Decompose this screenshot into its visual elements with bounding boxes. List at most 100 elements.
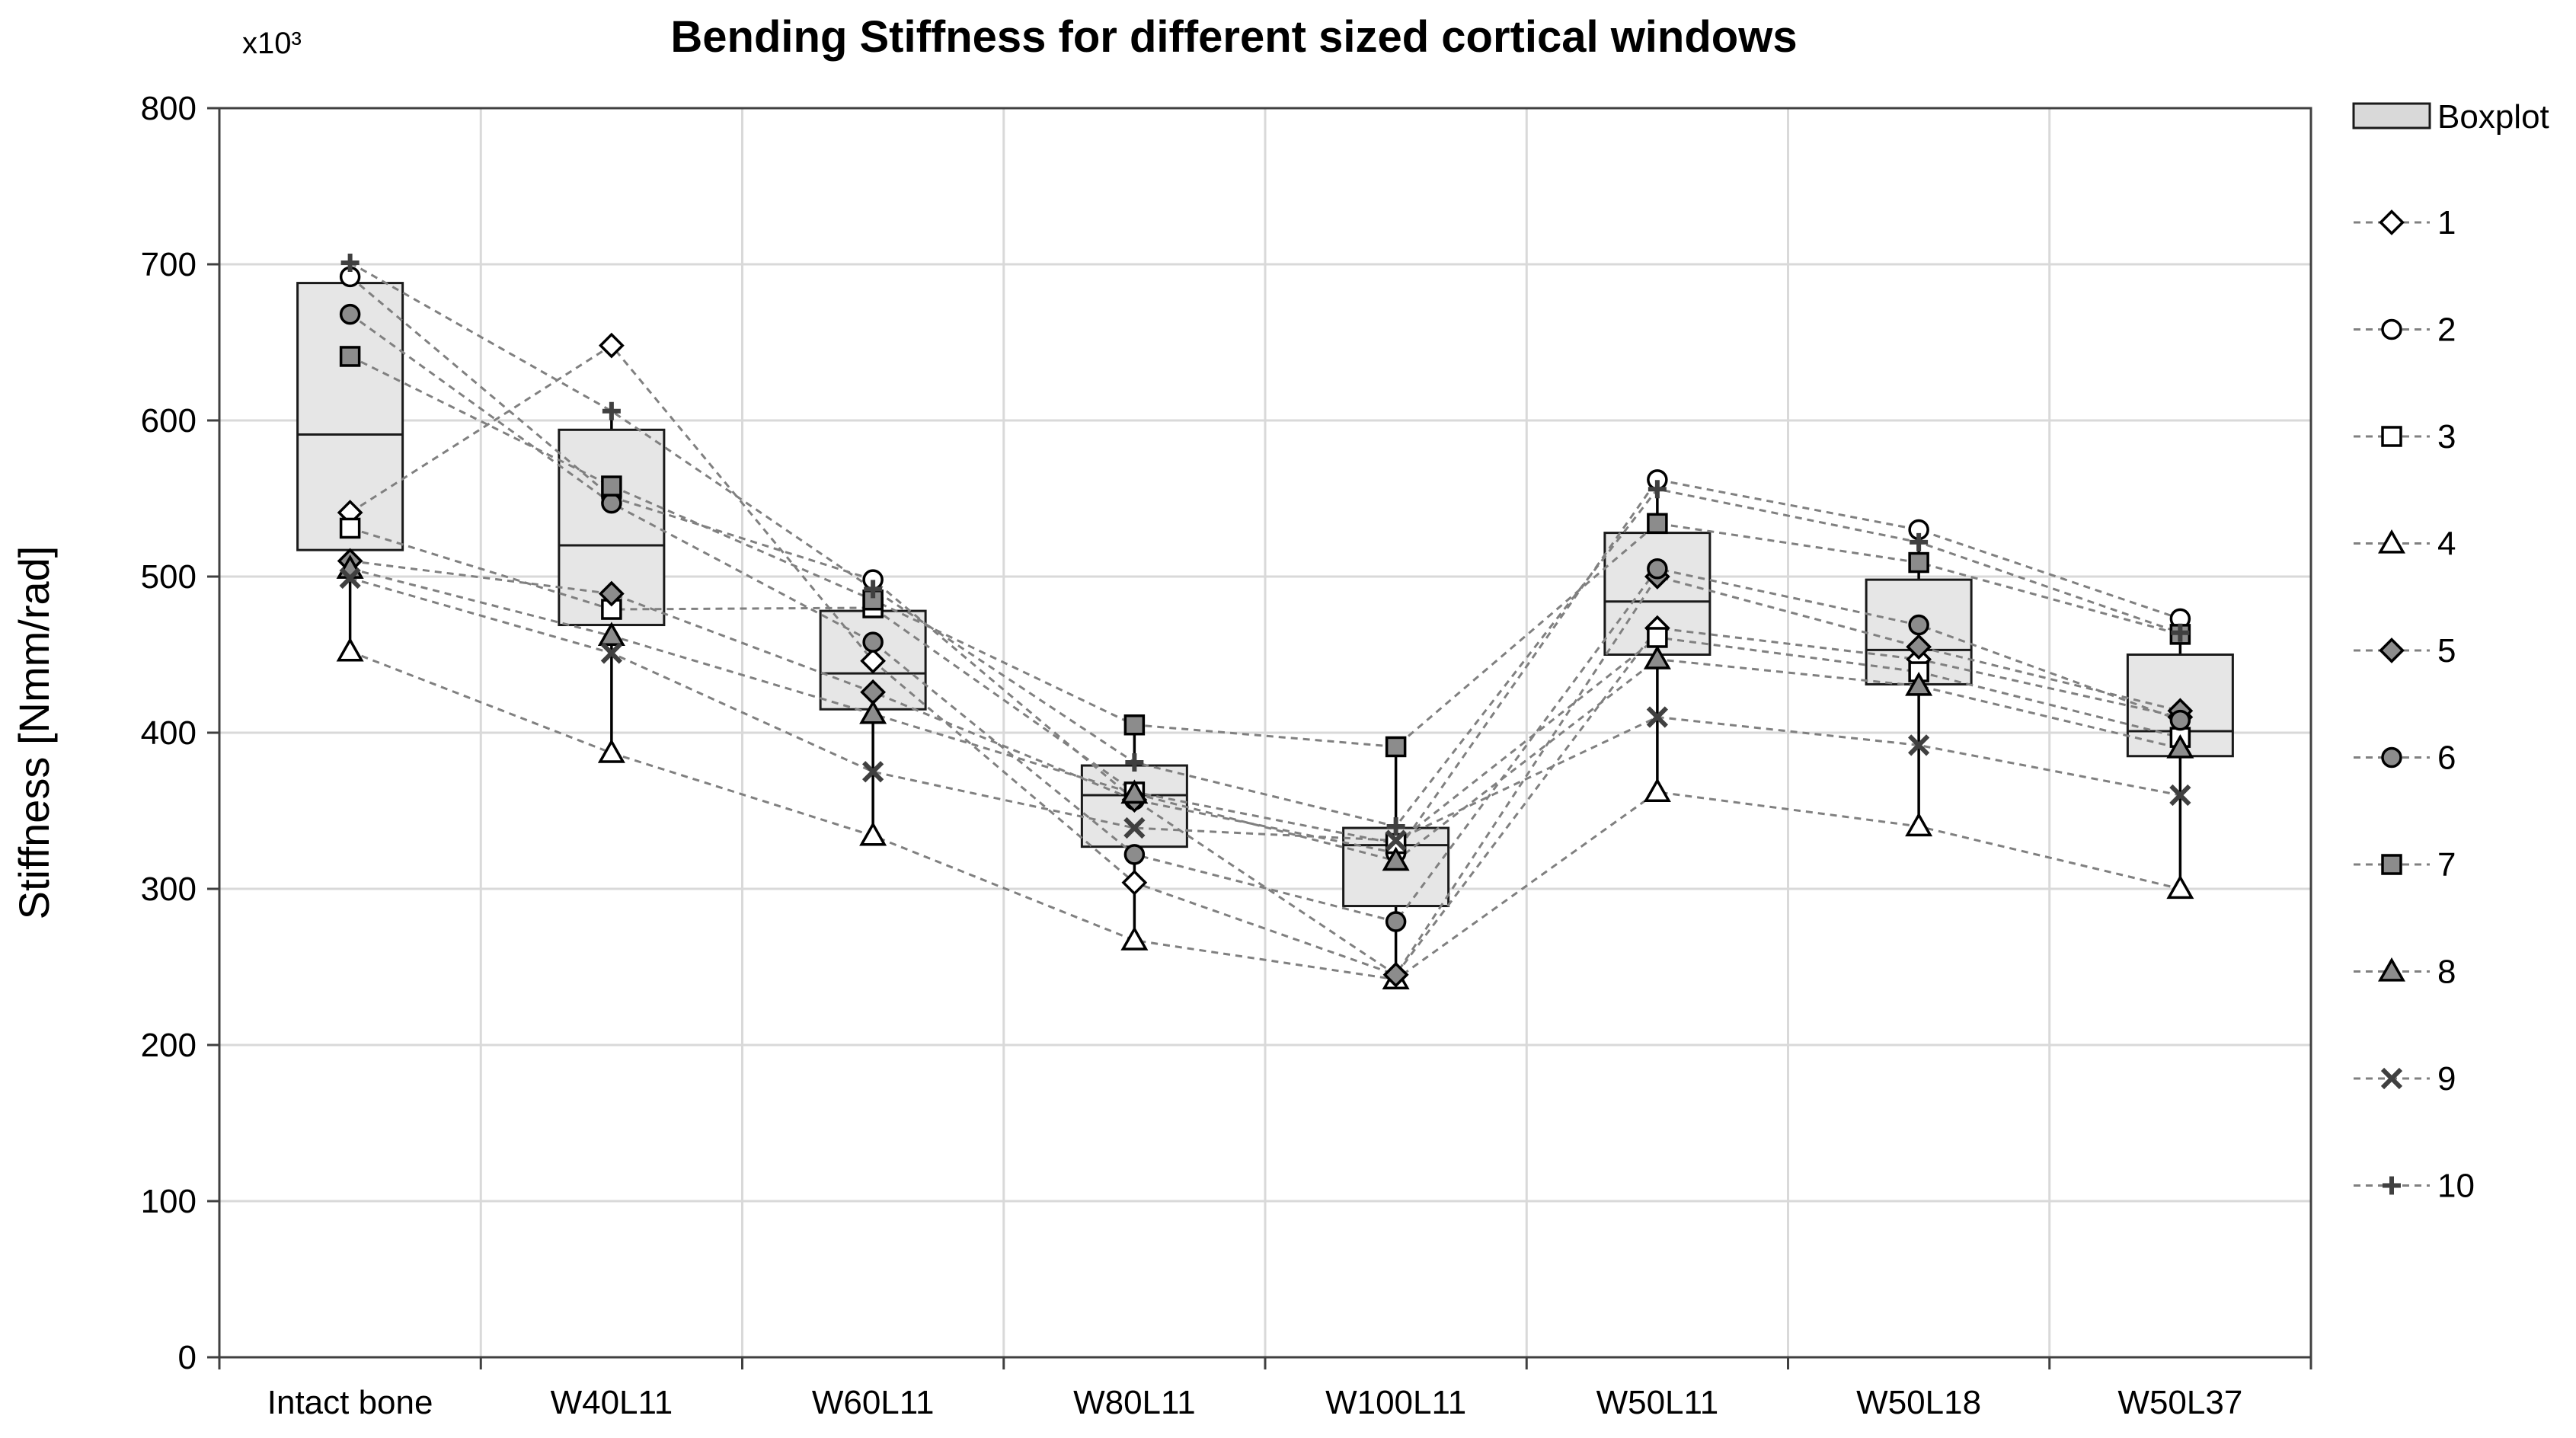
series-5-point <box>1906 634 1932 660</box>
series-4-point <box>859 821 887 846</box>
series-8-point <box>1382 846 1410 871</box>
x-tick-label: W50L37 <box>2117 1384 2242 1421</box>
y-tick-label: 500 <box>141 558 197 596</box>
series-line-1 <box>349 344 2181 976</box>
series-6-point <box>2169 709 2191 731</box>
x-tick-label: W60L11 <box>812 1384 935 1421</box>
series-8-point <box>859 699 887 724</box>
series-line-5 <box>350 560 2181 976</box>
series-9-point <box>1908 734 1930 756</box>
y-tick-label: 400 <box>141 714 197 752</box>
series-10-point <box>1910 532 1929 551</box>
legend-marker-7 <box>2381 854 2402 875</box>
series-8-point <box>1120 779 1149 804</box>
chart-title: Bending Stiffness for different sized co… <box>670 12 1797 62</box>
y-tick-label: 600 <box>141 402 197 439</box>
legend-marker-9 <box>2380 1067 2403 1090</box>
series-9-point <box>339 567 361 590</box>
series-lines-layer <box>349 261 2181 981</box>
series-9-point <box>2169 784 2191 807</box>
legend-marker-5 <box>2379 638 2405 663</box>
series-10-point <box>602 401 621 420</box>
legend-marker-8 <box>2377 957 2406 982</box>
series-7-point <box>339 346 361 367</box>
x-tick-label: W100L11 <box>1325 1384 1466 1421</box>
series-line-9 <box>350 577 2181 842</box>
y-tick-label: 0 <box>178 1339 197 1376</box>
series-8-point <box>2166 733 2194 759</box>
legend-label-boxplot: Boxplot <box>2437 98 2549 136</box>
series-4-point <box>2166 874 2194 900</box>
series-7-point <box>1647 513 1668 535</box>
series-1-point <box>599 332 625 359</box>
series-8-point <box>597 622 625 647</box>
series-6-point <box>1908 614 1929 636</box>
legend-swatch-boxplot <box>2352 102 2431 129</box>
series-9-point <box>1646 706 1669 728</box>
y-tick-label: 300 <box>141 871 197 908</box>
series-3-point <box>1647 627 1668 648</box>
y-tick-label: 700 <box>141 246 197 283</box>
legend-marker-2 <box>2381 318 2402 340</box>
series-4-point <box>1643 778 1671 803</box>
legend-marker-4 <box>2377 529 2406 554</box>
series-1-point <box>860 647 886 674</box>
series-10-point <box>1648 480 1667 499</box>
legend: Boxplot 1 2 3 4 5 6 7 8 9 10 <box>2352 98 2549 1205</box>
legend-label-2: 2 <box>2437 312 2456 349</box>
series-6-point <box>1385 911 1407 932</box>
x-tick-label: W50L11 <box>1596 1384 1719 1421</box>
legend-label-3: 3 <box>2437 418 2456 455</box>
series-5-point <box>599 580 625 607</box>
series-6-point <box>862 631 884 653</box>
legend-marker-10 <box>2383 1176 2401 1195</box>
legend-label-6: 6 <box>2437 740 2456 777</box>
y-tick-label: 200 <box>141 1027 197 1064</box>
series-9-point <box>1123 816 1146 839</box>
series-4-point <box>1120 926 1149 951</box>
series-4-point <box>336 637 364 662</box>
series-6-point <box>339 303 361 325</box>
series-9-point <box>1385 829 1407 852</box>
series-6-point <box>601 492 622 514</box>
series-line-6 <box>349 313 2181 923</box>
series-5-point <box>1382 961 1409 988</box>
series-4-point <box>1905 812 1933 837</box>
series-10-point <box>864 580 883 599</box>
series-9-point <box>600 642 622 664</box>
x-tick-label: W80L11 <box>1073 1384 1196 1421</box>
series-line-4 <box>350 650 2181 981</box>
series-line-8 <box>350 567 2181 862</box>
y-axis-label: Stiffness [Nmm/rad] <box>10 546 58 920</box>
legend-marker-6 <box>2381 746 2402 769</box>
legend-label-8: 8 <box>2437 954 2456 991</box>
y-axis-multiplier: x10³ <box>242 27 302 60</box>
legend-label-4: 4 <box>2437 526 2456 563</box>
legend-label-9: 9 <box>2437 1060 2456 1098</box>
series-3-point <box>339 517 361 539</box>
series-10-point <box>1125 753 1144 772</box>
series-10-point <box>1386 817 1405 836</box>
legend-label-1: 1 <box>2437 204 2456 241</box>
series-1-point <box>1121 869 1148 896</box>
series-7-point <box>1385 736 1407 758</box>
legend-label-7: 7 <box>2437 846 2456 884</box>
x-tick-label: W50L18 <box>1856 1384 1981 1421</box>
series-7-point <box>1123 714 1146 736</box>
x-tick-label: W40L11 <box>551 1384 673 1421</box>
series-6-point <box>1647 558 1668 580</box>
series-10-point <box>340 253 360 272</box>
series-4-point <box>597 739 625 763</box>
legend-label-10: 10 <box>2437 1168 2475 1205</box>
legend-marker-3 <box>2381 426 2402 447</box>
legend-label-5: 5 <box>2437 632 2456 669</box>
series-line-10 <box>349 261 2181 828</box>
series-7-point <box>601 475 622 497</box>
series-8-point <box>1905 671 1933 696</box>
series-6-point <box>1123 844 1146 865</box>
series-7-point <box>1908 551 1929 574</box>
x-tick-label: Intact bone <box>267 1384 433 1421</box>
y-tick-label: 100 <box>141 1183 197 1220</box>
series-markers-layer <box>336 253 2194 990</box>
